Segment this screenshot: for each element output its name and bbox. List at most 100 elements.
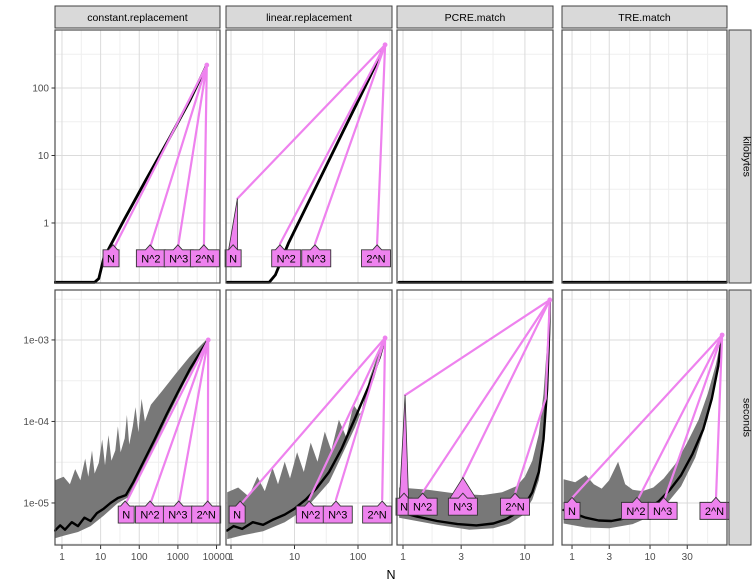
ref-line-N^2	[308, 336, 387, 501]
ref-line-N^3	[662, 333, 724, 503]
complexity-label-text: N^2	[413, 502, 432, 514]
panel-constant.replacement-kilobytes: N N^2 N^3 2^N	[54, 29, 221, 284]
ref-line-2^N	[513, 298, 551, 495]
ref-line-N^2	[278, 43, 387, 245]
x-tick-label: 10	[289, 552, 301, 563]
facet-strip-col-2: PCRE.match	[396, 5, 554, 29]
complexity-label-N^2	[271, 244, 302, 268]
ref-line-N	[404, 298, 551, 397]
min-max-ribbon	[227, 335, 386, 540]
panel-border	[225, 29, 393, 284]
facet-strip-col-0: constant.replacement	[54, 5, 221, 29]
complexity-label-text: N	[107, 253, 115, 265]
panel-linear.replacement-kilobytes: N N^2 N^3 2^N	[224, 29, 393, 284]
complexity-label-text: N	[233, 510, 241, 522]
panel-border	[561, 29, 728, 284]
endpoint-dot	[382, 42, 388, 48]
panel-linear.replacement-seconds: N N^2 N^3 2^N	[225, 289, 393, 546]
ref-line-N	[236, 43, 387, 200]
complexity-label-text: N^2	[301, 510, 320, 522]
facet-strip-col-1: linear.replacement	[225, 5, 393, 29]
ref-line-N	[570, 333, 724, 500]
endpoint-dot	[719, 332, 725, 338]
complexity-label-text: N^3	[453, 502, 472, 514]
ref-line-N	[111, 63, 208, 251]
complexity-label-text: 2^N	[705, 506, 724, 518]
facet-strip-label: PCRE.match	[445, 12, 506, 24]
x-tick-label: 10000	[203, 552, 231, 563]
endpoint-dot	[382, 335, 388, 341]
x-tick-label: 1	[569, 552, 575, 563]
ref-line-2^N	[381, 336, 387, 501]
complexity-label-N	[117, 500, 135, 524]
complexity-label-N^2	[407, 492, 438, 516]
complexity-label-text: N^2	[277, 253, 296, 265]
x-tick-label: 100	[131, 552, 148, 563]
complexity-label-text: 2^N	[197, 510, 216, 522]
facet-strip-row-0: kilobytes	[728, 29, 753, 284]
y-tick-label: 1	[43, 218, 49, 229]
facet-strip-label: kilobytes	[741, 136, 753, 177]
x-axis-title: N	[386, 568, 395, 582]
y-tick-label: 1e-03	[23, 335, 49, 346]
x-tick-label: 30	[682, 552, 694, 563]
facet-strip-label: seconds	[741, 398, 753, 437]
y-tick-label: 1e-04	[23, 417, 49, 428]
complexity-label-text: N	[400, 502, 408, 514]
panel-border	[561, 289, 728, 546]
complexity-label-N	[563, 496, 581, 520]
complexity-label-2^N	[500, 492, 530, 516]
y-axis: 1 10 100 1e-05 1e-04 1e-03	[23, 84, 55, 509]
ref-line-2^N	[202, 63, 208, 249]
complexity-label-text: 2^N	[195, 253, 214, 265]
facet-strip-label: constant.replacement	[87, 12, 187, 24]
complexity-label-text: N	[229, 253, 237, 265]
ref-line-N^2	[421, 298, 551, 494]
median-timing-line	[225, 43, 387, 284]
panel-border	[396, 29, 554, 284]
endpoint-dot	[205, 337, 211, 343]
complexity-label-2^N	[699, 496, 730, 520]
median-timing-line	[225, 336, 387, 532]
gridlines	[397, 30, 553, 283]
x-tick-label: 1	[59, 552, 65, 563]
complexity-label-N	[228, 500, 246, 524]
complexity-label-text: N	[568, 506, 576, 518]
ref-line-N^3	[461, 298, 551, 479]
complexity-label-text: N^3	[168, 510, 187, 522]
panel-PCRE.match-kilobytes	[396, 29, 554, 284]
endpoint-dot	[547, 297, 553, 303]
ref-line-2^N	[376, 43, 387, 245]
ref-line-N^3	[313, 43, 387, 245]
complexity-label-text: N^3	[653, 506, 672, 518]
ref-line-N^3	[176, 63, 208, 249]
ref-line-N	[239, 336, 387, 506]
x-tick-label: 3	[458, 552, 464, 563]
facet-strip-label: TRE.match	[618, 12, 671, 24]
complexity-label-2^N	[191, 500, 222, 524]
panel-series	[225, 42, 388, 284]
complexity-label-text: N^2	[141, 253, 160, 265]
facet-strip-label: linear.replacement	[266, 12, 352, 24]
complexity-label-text: 2^N	[368, 510, 387, 522]
complexity-label-2^N	[189, 244, 220, 268]
complexity-label-text: N^3	[169, 253, 188, 265]
min-max-ribbon	[563, 333, 723, 529]
panel-border	[54, 29, 221, 284]
ref-line-2^N	[206, 338, 210, 506]
gridlines	[562, 30, 727, 283]
complexity-label-N^3	[647, 496, 678, 520]
panel-series	[54, 62, 210, 284]
ref-line-N^3	[177, 338, 210, 506]
min-max-ribbon	[55, 337, 209, 539]
x-tick-label: 10	[644, 552, 656, 563]
x-tick-label: 100	[350, 552, 367, 563]
x-tick-label: 1	[400, 552, 406, 563]
complexity-label-text: 2^N	[366, 253, 385, 265]
complexity-label-2^N	[361, 244, 391, 268]
ref-line-N^2	[635, 333, 724, 503]
ref-line-N	[123, 338, 210, 506]
